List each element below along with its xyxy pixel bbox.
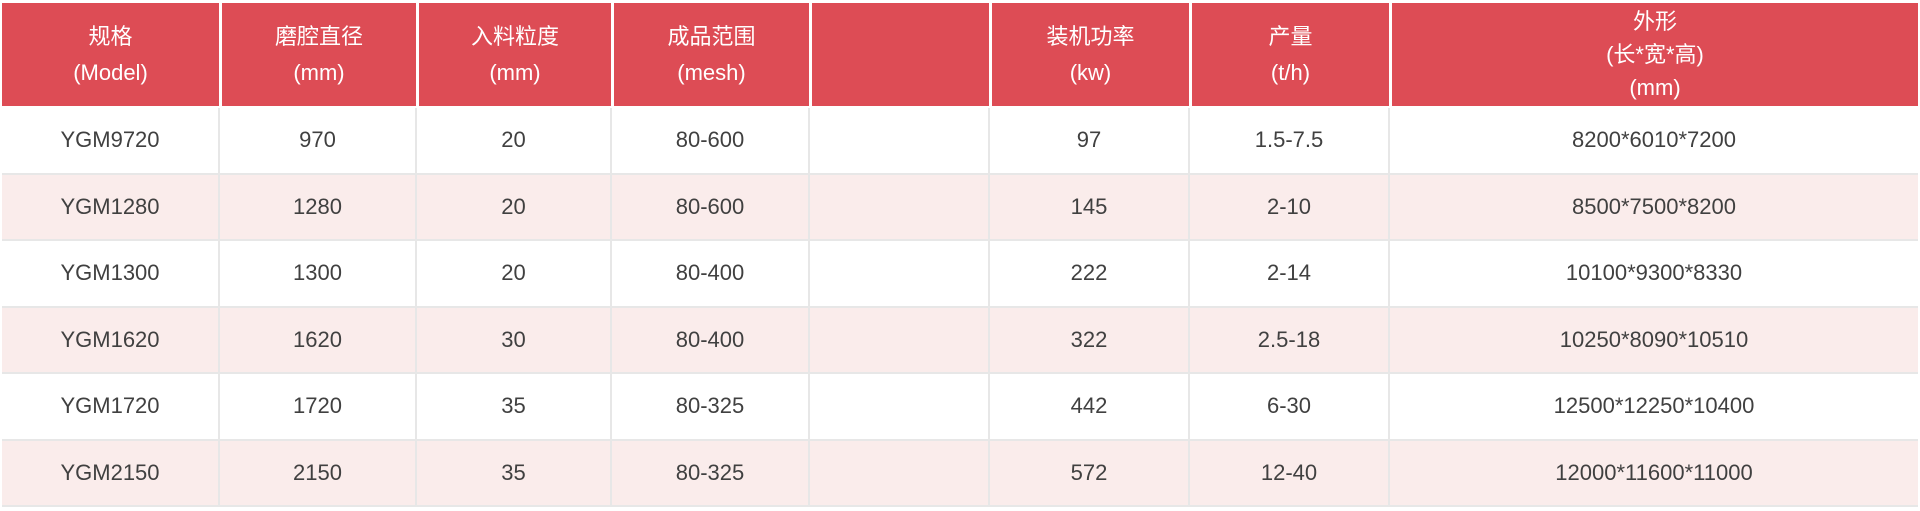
cell-empty <box>810 174 990 239</box>
cell-output-range: 80-325 <box>612 374 810 439</box>
cell-model: YGM2150 <box>2 440 220 505</box>
cell-output-range: 80-325 <box>612 440 810 505</box>
cell-model: YGM1280 <box>2 174 220 239</box>
cell-feed-size: 30 <box>417 307 612 372</box>
cell-dimensions: 8200*6010*7200 <box>1572 127 1736 153</box>
cell-output-range: 80-600 <box>612 108 810 173</box>
table-row: YGM9720 970 20 80-600 97 1.5-7.5 8200*60… <box>2 108 1918 175</box>
header-cell-capacity: 产量 (t/h) <box>1192 3 1389 106</box>
cell-dimensions: 10100*9300*8330 <box>1565 260 1743 286</box>
cell-chamber-diameter: 2150 <box>220 440 417 505</box>
table-header-row: 规格 (Model) 磨腔直径 (mm) 入料粒度 (mm) 成品范围 (mes… <box>2 3 1918 106</box>
cell-empty <box>810 440 990 505</box>
cell-capacity: 2.5-18 <box>1190 307 1390 372</box>
cell-chamber-diameter: 1300 <box>220 241 417 306</box>
cell-model: YGM9720 <box>2 108 220 173</box>
cell-power: 572 <box>990 440 1190 505</box>
cell-output-range: 80-400 <box>612 241 810 306</box>
cell-dimensions: 12500*12250*10400 <box>1553 393 1755 419</box>
cell-output-range: 80-600 <box>612 174 810 239</box>
product-spec-table: 规格 (Model) 磨腔直径 (mm) 入料粒度 (mm) 成品范围 (mes… <box>2 3 1918 507</box>
header-cell-feed-size: 入料粒度 (mm) <box>419 3 611 106</box>
table-row: YGM1620 1620 30 80-400 322 2.5-18 10250*… <box>2 307 1918 374</box>
cell-power: 145 <box>990 174 1190 239</box>
table-row: YGM1720 1720 35 80-325 442 6-30 12500*12… <box>2 374 1918 441</box>
cell-feed-size: 20 <box>417 241 612 306</box>
cell-empty <box>810 108 990 173</box>
cell-dimensions: 8500*7500*8200 <box>1572 193 1736 219</box>
header-cell-output-range: 成品范围 (mesh) <box>614 3 809 106</box>
cell-chamber-diameter: 1280 <box>220 174 417 239</box>
cell-feed-size: 35 <box>417 440 612 505</box>
cell-capacity: 1.5-7.5 <box>1190 108 1390 173</box>
cell-capacity: 6-30 <box>1190 374 1390 439</box>
cell-capacity: 12-40 <box>1190 440 1390 505</box>
table-row: YGM1280 1280 20 80-600 145 2-10 8500*750… <box>2 174 1918 241</box>
cell-model: YGM1620 <box>2 307 220 372</box>
cell-model: YGM1300 <box>2 241 220 306</box>
cell-chamber-diameter: 970 <box>220 108 417 173</box>
header-cell-power: 装机功率 (kw) <box>992 3 1189 106</box>
cell-feed-size: 35 <box>417 374 612 439</box>
cell-chamber-diameter: 1720 <box>220 374 417 439</box>
cell-empty <box>810 374 990 439</box>
cell-power: 442 <box>990 374 1190 439</box>
header-cell-empty <box>812 3 989 106</box>
cell-output-range: 80-400 <box>612 307 810 372</box>
header-cell-dimensions: 外形 (长*宽*高) (mm) <box>1392 3 1918 106</box>
cell-chamber-diameter: 1620 <box>220 307 417 372</box>
cell-capacity: 2-14 <box>1190 241 1390 306</box>
cell-feed-size: 20 <box>417 108 612 173</box>
cell-empty <box>810 307 990 372</box>
cell-empty <box>810 241 990 306</box>
header-cell-chamber-diameter: 磨腔直径 (mm) <box>222 3 416 106</box>
cell-power: 222 <box>990 241 1190 306</box>
cell-feed-size: 20 <box>417 174 612 239</box>
cell-capacity: 2-10 <box>1190 174 1390 239</box>
header-cell-model: 规格 (Model) <box>2 3 219 106</box>
table-row: YGM2150 2150 35 80-325 572 12-40 12000*1… <box>2 440 1918 507</box>
cell-dimensions: 12000*11600*11000 <box>1555 459 1753 485</box>
cell-power: 322 <box>990 307 1190 372</box>
table-row: YGM1300 1300 20 80-400 222 2-14 10100*93… <box>2 241 1918 308</box>
cell-dimensions: 10250*8090*10510 <box>1559 326 1749 352</box>
cell-power: 97 <box>990 108 1190 173</box>
cell-model: YGM1720 <box>2 374 220 439</box>
